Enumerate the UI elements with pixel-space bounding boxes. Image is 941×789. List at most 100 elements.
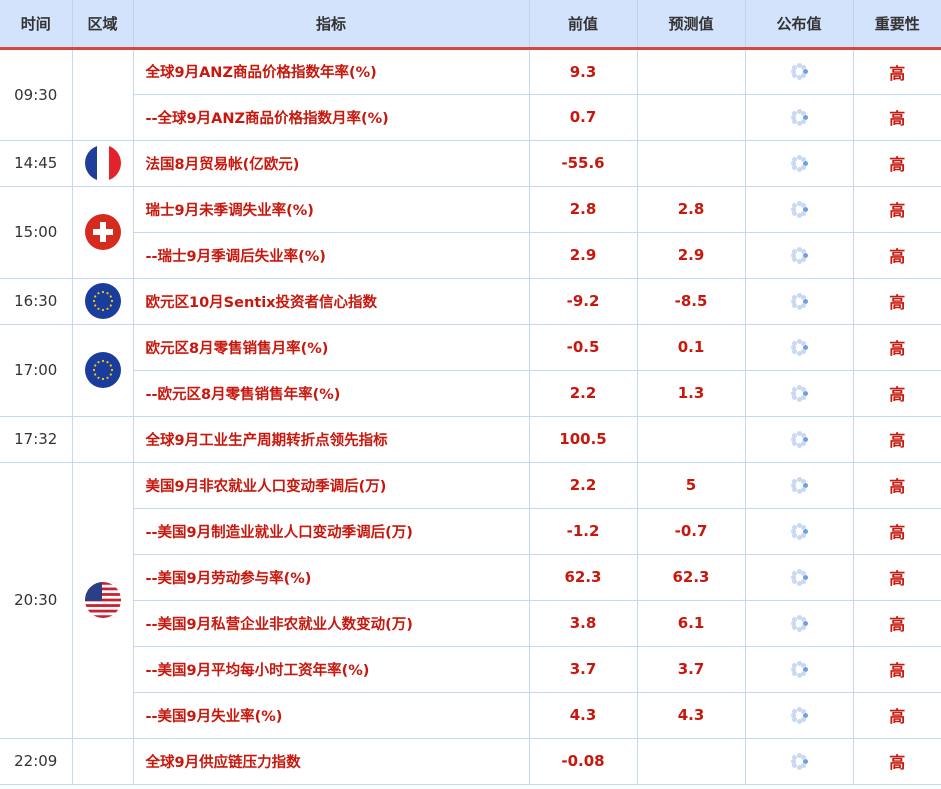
table-row: --欧元区8月零售销售年率(%) 2.2 1.3 高 [0, 369, 941, 417]
event-time: 09:30 [0, 47, 73, 141]
actual-value [744, 47, 854, 95]
region-cell [71, 47, 134, 141]
actual-value [744, 553, 854, 601]
actual-value [744, 507, 854, 555]
loading-spinner-icon [790, 660, 808, 678]
indicator-name[interactable]: --美国9月私营企业非农就业人数变动(万) [132, 599, 530, 647]
region-cell [71, 461, 134, 739]
loading-spinner-icon [790, 108, 808, 126]
event-time: 15:00 [0, 185, 73, 279]
previous-value: 3.8 [528, 599, 638, 647]
region-cell [71, 185, 134, 279]
forecast-value: 6.1 [636, 599, 746, 647]
indicator-name[interactable]: 法国8月贸易帐(亿欧元) [132, 139, 530, 187]
forecast-value: 2.9 [636, 231, 746, 279]
forecast-value [636, 139, 746, 187]
indicator-name[interactable]: --美国9月劳动参与率(%) [132, 553, 530, 601]
previous-value: 3.7 [528, 645, 638, 693]
indicator-name[interactable]: --瑞士9月季调后失业率(%) [132, 231, 530, 279]
forecast-value: 3.7 [636, 645, 746, 693]
header-actual[interactable]: 公布值 [744, 0, 853, 50]
forecast-value: -0.7 [636, 507, 746, 555]
table-row: 17:32 全球9月工业生产周期转折点领先指标 100.5 高 [0, 415, 941, 463]
header-indicator[interactable]: 指标 [132, 0, 529, 50]
table-row: 15:00 瑞士9月未季调失业率(%) 2.8 2.8 高 [0, 185, 941, 279]
table-row: 22:09 全球9月供应链压力指数 -0.08 高 [0, 737, 941, 785]
header-region[interactable]: 区域 [71, 0, 133, 50]
importance-badge: 高 [852, 415, 941, 463]
event-time: 14:45 [0, 139, 73, 187]
importance-badge: 高 [852, 185, 941, 233]
header-previous[interactable]: 前值 [528, 0, 637, 50]
importance-badge: 高 [852, 737, 941, 785]
event-time: 17:32 [0, 415, 73, 463]
indicator-name[interactable]: 全球9月ANZ商品价格指数年率(%) [132, 47, 530, 95]
indicator-name[interactable]: --全球9月ANZ商品价格指数月率(%) [132, 93, 530, 141]
forecast-value: -8.5 [636, 277, 746, 325]
indicator-name[interactable]: 全球9月工业生产周期转折点领先指标 [132, 415, 530, 463]
importance-badge: 高 [852, 139, 941, 187]
previous-value: 2.8 [528, 185, 638, 233]
indicator-name[interactable]: --美国9月失业率(%) [132, 691, 530, 739]
previous-value: 62.3 [528, 553, 638, 601]
loading-spinner-icon [790, 522, 808, 540]
table-row: 20:30 美国9月非农就业人口变动季调后(万) 2.2 5 高 [0, 461, 941, 739]
table-row: --美国9月劳动参与率(%) 62.3 62.3 高 [0, 553, 941, 601]
loading-spinner-icon [790, 338, 808, 356]
forecast-value: 2.8 [636, 185, 746, 233]
table-row: 14:45 法国8月贸易帐(亿欧元) -55.6 高 [0, 139, 941, 187]
eu-flag-icon [84, 352, 121, 388]
header-importance[interactable]: 重要性 [852, 0, 941, 50]
indicator-name[interactable]: 全球9月供应链压力指数 [132, 737, 530, 785]
previous-value: 4.3 [528, 691, 638, 739]
forecast-value: 5 [636, 461, 746, 509]
loading-spinner-icon [790, 246, 808, 264]
indicator-name[interactable]: --欧元区8月零售销售年率(%) [132, 369, 530, 417]
actual-value [744, 691, 854, 739]
actual-value [744, 93, 854, 141]
indicator-name[interactable]: --美国9月平均每小时工资年率(%) [132, 645, 530, 693]
indicator-name[interactable]: 美国9月非农就业人口变动季调后(万) [132, 461, 530, 509]
previous-value: 100.5 [528, 415, 638, 463]
event-time: 22:09 [0, 737, 73, 785]
loading-spinner-icon [790, 154, 808, 172]
forecast-value: 62.3 [636, 553, 746, 601]
forecast-value [636, 47, 746, 95]
indicator-name[interactable]: 瑞士9月未季调失业率(%) [132, 185, 530, 233]
forecast-value [636, 415, 746, 463]
header-forecast[interactable]: 预测值 [636, 0, 745, 50]
actual-value [744, 185, 854, 233]
eu-flag-icon [84, 283, 121, 319]
forecast-value: 0.1 [636, 323, 746, 371]
previous-value: 9.3 [528, 47, 638, 95]
table-row: --全球9月ANZ商品价格指数月率(%) 0.7 高 [0, 93, 941, 141]
loading-spinner-icon [790, 200, 808, 218]
importance-badge: 高 [852, 507, 941, 555]
header-time[interactable]: 时间 [0, 0, 72, 50]
importance-badge: 高 [852, 645, 941, 693]
event-time: 20:30 [0, 461, 73, 739]
loading-spinner-icon [790, 384, 808, 402]
importance-badge: 高 [852, 93, 941, 141]
previous-value: 2.2 [528, 369, 638, 417]
indicator-name[interactable]: 欧元区10月Sentix投资者信心指数 [132, 277, 530, 325]
actual-value [744, 369, 854, 417]
table-row: 09:30 全球9月ANZ商品价格指数年率(%) 9.3 高 [0, 47, 941, 141]
previous-value: -0.08 [528, 737, 638, 785]
previous-value: -1.2 [528, 507, 638, 555]
importance-badge: 高 [852, 553, 941, 601]
loading-spinner-icon [790, 476, 808, 494]
actual-value [744, 139, 854, 187]
region-cell [71, 323, 134, 417]
indicator-name[interactable]: 欧元区8月零售销售月率(%) [132, 323, 530, 371]
table-row: --美国9月私营企业非农就业人数变动(万) 3.8 6.1 高 [0, 599, 941, 647]
forecast-value: 1.3 [636, 369, 746, 417]
region-cell [71, 415, 134, 463]
region-cell [71, 139, 134, 187]
table-row: --美国9月失业率(%) 4.3 4.3 高 [0, 691, 941, 739]
indicator-name[interactable]: --美国9月制造业就业人口变动季调后(万) [132, 507, 530, 555]
previous-value: 2.2 [528, 461, 638, 509]
event-time: 16:30 [0, 277, 73, 325]
forecast-value: 4.3 [636, 691, 746, 739]
